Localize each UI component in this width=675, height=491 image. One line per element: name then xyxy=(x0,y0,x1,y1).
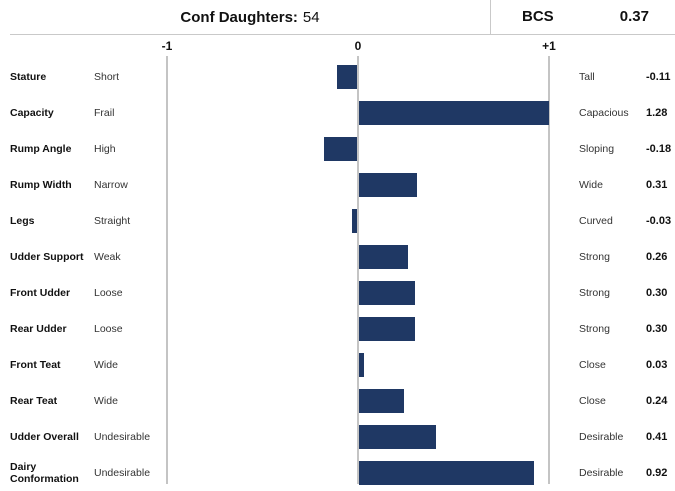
header-rule xyxy=(10,34,675,35)
trait-name: Stature xyxy=(10,71,47,83)
conf-daughters-label: Conf Daughters: xyxy=(180,8,298,26)
trait-bar xyxy=(359,461,534,485)
trait-bar xyxy=(359,245,408,269)
low-end-label: Wide xyxy=(94,359,118,371)
trait-name: Rear Teat xyxy=(10,395,58,407)
trait-name: Udder Overall xyxy=(10,431,79,443)
trait-name: Udder Support xyxy=(10,251,84,263)
trait-row: Front Teat Wide Close 0.03 xyxy=(0,347,675,383)
trait-value: 1.28 xyxy=(646,107,668,119)
trait-bar xyxy=(359,425,437,449)
high-end-label: Capacious xyxy=(579,107,629,119)
high-end-label: Strong xyxy=(579,323,610,335)
trait-value: 0.30 xyxy=(646,323,668,335)
trait-name: Front Udder xyxy=(10,287,71,299)
trait-value: 0.24 xyxy=(646,395,668,407)
trait-value: 0.92 xyxy=(646,467,668,479)
high-end-label: Strong xyxy=(579,251,610,263)
high-end-label: Close xyxy=(579,359,606,371)
trait-name: Capacity xyxy=(10,107,54,119)
high-end-label: Curved xyxy=(579,215,613,227)
trait-value: -0.03 xyxy=(646,215,672,227)
trait-row: Udder Overall Undesirable Desirable 0.41 xyxy=(0,419,675,455)
trait-bar xyxy=(359,101,549,125)
low-end-label: Frail xyxy=(94,107,115,119)
low-end-label: Undesirable xyxy=(94,467,151,479)
bcs-value: 0.37 xyxy=(619,8,649,25)
high-end-label: Desirable xyxy=(579,467,624,479)
high-end-label: Tall xyxy=(579,71,595,83)
low-end-label: Straight xyxy=(94,215,131,227)
trait-bar xyxy=(359,389,404,413)
trait-name: Rear Udder xyxy=(10,323,67,335)
trait-row: Rump Angle High Sloping -0.18 xyxy=(0,131,675,167)
low-end-label: Loose xyxy=(94,323,123,335)
trait-bar xyxy=(323,137,357,161)
trait-value: -0.18 xyxy=(646,143,672,155)
trait-name: Legs xyxy=(10,215,35,227)
trait-row: Stature Short Tall -0.11 xyxy=(0,59,675,95)
low-end-label: Short xyxy=(94,71,120,83)
trait-bar xyxy=(352,209,357,233)
trait-bar xyxy=(359,353,364,377)
trait-value: 0.30 xyxy=(646,287,668,299)
low-end-label: Undesirable xyxy=(94,431,151,443)
high-end-label: Close xyxy=(579,395,606,407)
trait-value: 0.31 xyxy=(646,179,668,191)
trait-value: 0.26 xyxy=(646,251,668,263)
trait-name: Rump Width xyxy=(10,179,72,191)
trait-row: Dairy Conformation Undesirable Desirable 0.… xyxy=(0,455,675,491)
trait-row: Rear Teat Wide Close 0.24 xyxy=(0,383,675,419)
trait-value: 0.41 xyxy=(646,431,668,443)
axis-line-zero xyxy=(357,56,359,484)
x-tick-label: 0 xyxy=(354,39,362,53)
trait-value: -0.11 xyxy=(646,71,671,83)
bcs-label: BCS xyxy=(522,8,554,25)
header-divider xyxy=(490,0,491,34)
trait-bar xyxy=(359,317,416,341)
trait-name: Rump Angle xyxy=(10,143,72,155)
trait-row: Legs Straight Curved -0.03 xyxy=(0,203,675,239)
trait-value: 0.03 xyxy=(646,359,668,371)
trait-name: Dairy Conformation xyxy=(10,461,79,485)
axis-line-neg1 xyxy=(166,56,168,484)
x-tick-label: +1 xyxy=(542,39,556,53)
trait-row: Capacity Frail Capacious 1.28 xyxy=(0,95,675,131)
high-end-label: Strong xyxy=(579,287,610,299)
trait-row: Rump Width Narrow Wide 0.31 xyxy=(0,167,675,203)
conf-daughters-value: 54 xyxy=(302,8,320,26)
trait-row: Udder Support Weak Strong 0.26 xyxy=(0,239,675,275)
high-end-label: Desirable xyxy=(579,431,624,443)
chart-header: Conf Daughters: 54 BCS 0.37 xyxy=(0,0,675,35)
low-end-label: Weak xyxy=(94,251,121,263)
trait-row: Front Udder Loose Strong 0.30 xyxy=(0,275,675,311)
low-end-label: High xyxy=(94,143,116,155)
trait-bar xyxy=(336,65,357,89)
trait-row: Rear Udder Loose Strong 0.30 xyxy=(0,311,675,347)
low-end-label: Narrow xyxy=(94,179,128,191)
low-end-label: Loose xyxy=(94,287,123,299)
x-tick-label: -1 xyxy=(161,39,173,53)
conf-daughters: Conf Daughters: 54 xyxy=(10,0,490,34)
trait-bar xyxy=(359,173,418,197)
high-end-label: Wide xyxy=(579,179,603,191)
high-end-label: Sloping xyxy=(579,143,615,155)
trait-name: Front Teat xyxy=(10,359,61,371)
axis-line-pos1 xyxy=(548,56,550,484)
low-end-label: Wide xyxy=(94,395,118,407)
trait-bar xyxy=(359,281,416,305)
